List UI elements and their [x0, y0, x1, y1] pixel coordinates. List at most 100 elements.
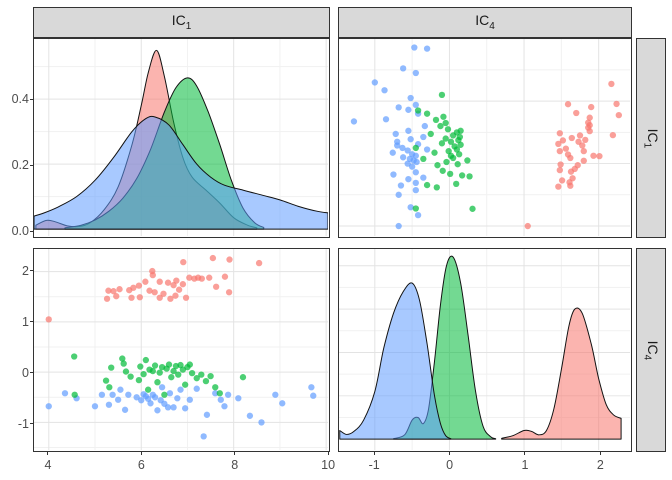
scatter-point — [154, 379, 161, 386]
scatter-point — [122, 368, 130, 375]
scatter-point — [574, 162, 581, 169]
scatter-point — [193, 385, 200, 392]
scatter-point — [576, 132, 584, 139]
scatter-point — [455, 151, 463, 158]
scatter-point — [225, 289, 233, 296]
scatter-point — [431, 149, 438, 156]
scatter-point — [206, 274, 213, 281]
strip-row-ic1-label: IC1 — [641, 128, 662, 148]
scatter-point — [71, 353, 78, 360]
axis-tick-mark — [449, 452, 451, 455]
scatter-point — [258, 419, 265, 426]
scatter-point — [557, 161, 564, 168]
scatter-point — [408, 151, 416, 158]
scatter-point — [438, 91, 446, 99]
scatter-point — [405, 127, 412, 134]
density-curve-group3 — [34, 115, 328, 230]
scatter-point — [198, 275, 205, 282]
scatter-point — [174, 395, 181, 402]
scatter-point — [170, 367, 177, 375]
scatter-point — [166, 390, 174, 397]
scatter-point — [466, 173, 473, 180]
axis-tick-mark — [373, 452, 375, 455]
strip-col-ic4-label: IC4 — [475, 12, 495, 32]
scatter-point — [555, 183, 562, 190]
scatter-point — [120, 360, 127, 367]
axis-tick-label: 1 — [22, 314, 29, 329]
strip-row-ic4: IC4 — [636, 248, 666, 452]
scatter-point — [568, 134, 575, 142]
scatter-point — [186, 274, 193, 281]
scatter-point — [407, 204, 414, 211]
scatter-point — [575, 138, 582, 145]
scatter-point — [181, 381, 189, 388]
scatter-point — [580, 147, 587, 155]
scatter-point — [414, 211, 422, 219]
scatter-point — [556, 130, 563, 137]
scatter-point — [404, 147, 411, 154]
scatter-point — [405, 106, 412, 113]
scatter-point — [71, 391, 78, 398]
scatter-point — [160, 290, 167, 297]
scatter-point — [442, 135, 449, 142]
panel-ic4-density — [338, 248, 632, 452]
scatter-point — [209, 254, 217, 262]
scatter-point — [456, 133, 464, 141]
scatter-point — [216, 390, 223, 397]
scatter-point — [133, 394, 140, 401]
scatter-point — [457, 127, 464, 134]
scatter-point — [156, 294, 163, 301]
scatter-point — [61, 390, 69, 397]
scatter-point — [135, 282, 143, 289]
scatter-point — [453, 180, 460, 188]
scatter-point — [399, 154, 407, 161]
scatter-point — [217, 396, 224, 403]
scatter-point — [45, 403, 52, 410]
scatter-point — [371, 79, 378, 86]
scatter-point — [427, 130, 434, 138]
scatter-point — [613, 100, 620, 108]
strip-col-ic1-label: IC1 — [171, 12, 192, 32]
axis-tick-mark — [47, 452, 49, 455]
scatter-point — [156, 369, 163, 376]
scatter-point — [203, 411, 211, 418]
scatter-point — [116, 286, 123, 293]
axis-tick-label: 1 — [521, 458, 529, 472]
scatter-point — [596, 152, 603, 160]
scatter-point — [109, 391, 116, 398]
scatter-point — [556, 166, 563, 174]
scatter-point — [440, 113, 447, 120]
axis-tick-label: 6 — [137, 458, 145, 472]
scatter-point — [395, 191, 402, 198]
axis-tick-label: 4 — [44, 458, 52, 472]
strip-col-ic4: IC4 — [338, 7, 632, 38]
scatter-point — [609, 131, 617, 139]
scatter-point — [555, 140, 562, 148]
scatter-point — [151, 362, 159, 369]
scatter-point — [423, 45, 431, 52]
scatter-point — [399, 144, 406, 152]
axis-tick-label: 0.4 — [11, 91, 29, 106]
scatter-point — [412, 69, 419, 77]
scatter-point — [98, 391, 106, 398]
scatter-point — [105, 401, 113, 408]
scatter-point — [586, 114, 593, 121]
scatter-point — [170, 404, 177, 411]
scatter-point — [212, 384, 219, 391]
scatter-point — [564, 151, 572, 158]
scatter-point — [45, 316, 52, 323]
axis-tick-mark — [327, 452, 329, 455]
scatter-point — [200, 433, 207, 440]
panel-scatter-ic4-vs-ic1 — [338, 38, 632, 238]
axis-tick-mark — [140, 452, 142, 455]
scatter-point — [412, 186, 419, 194]
scatter-point — [562, 145, 570, 152]
axis-tick-label: 0 — [22, 365, 29, 380]
scatter-point — [181, 405, 189, 412]
scatter-point — [420, 133, 427, 141]
scatter-point — [423, 146, 431, 153]
scatter-point — [412, 144, 419, 152]
axis-tick-label: 10 — [321, 458, 336, 472]
scatter-point — [113, 293, 120, 300]
scatter-point — [397, 182, 405, 189]
